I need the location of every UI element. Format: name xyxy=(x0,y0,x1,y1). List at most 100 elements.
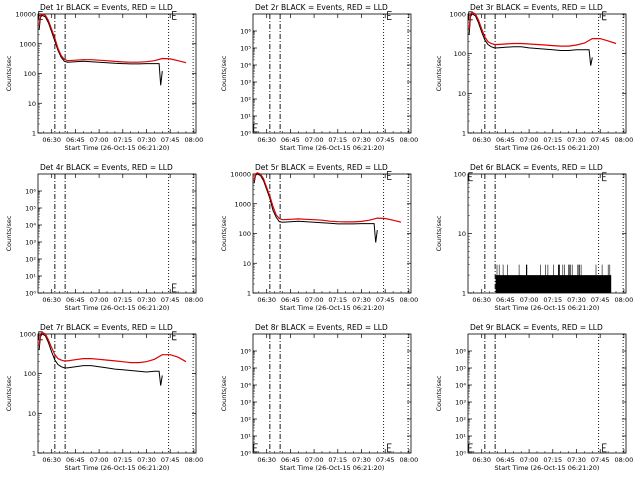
series-events-line xyxy=(253,173,378,243)
attenuator-mark xyxy=(172,283,177,293)
x-tick-label: 08:00 xyxy=(400,456,419,464)
y-tick-label: 10⁴ xyxy=(25,222,36,230)
x-tick-label: 07:30 xyxy=(567,296,586,304)
x-tick-label: 06:45 xyxy=(496,296,515,304)
series-lld-line xyxy=(38,331,187,364)
y-tick-label: 10 xyxy=(243,260,251,268)
y-tick-label: 10² xyxy=(455,416,466,424)
plot-frame xyxy=(37,333,197,454)
x-tick-label: 07:15 xyxy=(328,136,347,144)
panel-det-3: Det 3r BLACK = Events, RED = LLD 06:30 06:… xyxy=(435,3,633,152)
x-axis-label: Start Time (26-Oct-15 06:21:20) xyxy=(495,144,600,152)
attenuator-mark xyxy=(387,11,392,21)
y-tick-label: 10000 xyxy=(15,11,36,19)
y-tick-label: 10¹ xyxy=(25,273,36,281)
x-axis-label: Start Time (26-Oct-15 06:21:20) xyxy=(65,144,170,152)
x-tick-label: 06:30 xyxy=(42,136,61,144)
x-tick-label: 08:00 xyxy=(615,136,634,144)
x-tick-label: 06:45 xyxy=(281,296,300,304)
x-axis-label: Start Time (26-Oct-15 06:21:20) xyxy=(495,304,600,312)
y-axis-label: Counts/sec xyxy=(220,375,228,411)
y-tick-label: 10 xyxy=(458,90,466,98)
panel-det-9: Det 9r BLACK = Events, RED = LLD 06:30 06:… xyxy=(435,323,633,472)
panel-det-8: Det 8r BLACK = Events, RED = LLD 06:30 06:… xyxy=(220,323,418,472)
y-tick-label: 10² xyxy=(240,96,251,104)
plot-frame xyxy=(252,333,412,454)
plot-frame xyxy=(37,13,197,134)
x-axis-label: Start Time (26-Oct-15 06:21:20) xyxy=(280,464,385,472)
y-tick-label: 10 xyxy=(28,410,36,418)
attenuator-mark-left xyxy=(468,172,473,182)
y-tick-label: 10⁰ xyxy=(240,130,251,138)
panel-det-5: Det 5r BLACK = Events, RED = LLD 06:30 06:… xyxy=(220,163,418,312)
x-axis-label: Start Time (26-Oct-15 06:21:20) xyxy=(495,464,600,472)
attenuator-mark xyxy=(172,10,177,20)
x-tick-label: 07:00 xyxy=(305,136,324,144)
attenuator-mark-left xyxy=(253,443,258,453)
panel-title: Det 7r BLACK = Events, RED = LLD xyxy=(40,323,173,332)
series-events-line xyxy=(38,14,163,86)
x-tick-label: 07:15 xyxy=(328,456,347,464)
y-tick-label: 10⁶ xyxy=(240,28,251,36)
x-tick-label: 06:45 xyxy=(66,456,85,464)
attenuator-mark xyxy=(387,443,392,453)
y-tick-label: 10⁰ xyxy=(240,450,251,458)
x-tick-label: 07:15 xyxy=(328,296,347,304)
y-axis-label: Counts/sec xyxy=(5,55,13,91)
y-tick-label: 10⁵ xyxy=(240,45,251,53)
x-tick-label: 06:45 xyxy=(496,136,515,144)
x-tick-label: 07:00 xyxy=(90,456,109,464)
y-tick-label: 100 xyxy=(24,370,36,378)
y-tick-label: 1000 xyxy=(234,200,251,208)
x-tick-label: 07:45 xyxy=(376,136,395,144)
panel-title: Det 4r BLACK = Events, RED = LLD xyxy=(40,163,173,172)
y-tick-label: 10⁴ xyxy=(455,382,466,390)
y-tick-label: 10 xyxy=(458,230,466,238)
x-tick-label: 08:00 xyxy=(400,296,419,304)
x-tick-label: 07:00 xyxy=(520,136,539,144)
panel-title: Det 8r BLACK = Events, RED = LLD xyxy=(255,323,388,332)
y-tick-label: 10² xyxy=(25,256,36,264)
x-tick-label: 06:45 xyxy=(496,456,515,464)
x-tick-label: 07:15 xyxy=(543,456,562,464)
plot-frame xyxy=(37,173,197,294)
y-tick-label: 10¹ xyxy=(240,113,251,121)
x-tick-label: 07:15 xyxy=(543,296,562,304)
x-tick-label: 07:00 xyxy=(90,136,109,144)
y-tick-label: 10⁵ xyxy=(455,365,466,373)
x-tick-label: 08:00 xyxy=(400,136,419,144)
panel-det-1: Det 1r BLACK = Events, RED = LLD 06:30 06:… xyxy=(5,3,203,152)
y-tick-label: 10² xyxy=(240,416,251,424)
x-tick-label: 07:15 xyxy=(113,456,132,464)
y-tick-label: 10 xyxy=(28,100,36,108)
plot-frame xyxy=(467,13,627,134)
x-tick-label: 07:45 xyxy=(161,136,180,144)
attenuator-mark-left xyxy=(468,443,473,453)
x-tick-label: 07:15 xyxy=(113,296,132,304)
x-tick-label: 06:45 xyxy=(66,136,85,144)
y-tick-label: 1000 xyxy=(19,40,36,48)
y-tick-label: 10⁰ xyxy=(455,450,466,458)
x-axis-label: Start Time (26-Oct-15 06:21:20) xyxy=(65,304,170,312)
attenuator-mark xyxy=(172,331,177,341)
x-tick-label: 07:00 xyxy=(305,456,324,464)
panel-det-4: Det 4r BLACK = Events, RED = LLD 06:30 06:… xyxy=(5,163,203,312)
series-lld-line xyxy=(38,13,187,64)
attenuator-mark xyxy=(602,443,607,453)
series-lld-line xyxy=(468,11,617,47)
panel-det-7: Det 7r BLACK = Events, RED = LLD 06:30 06:… xyxy=(5,323,203,472)
panel-title: Det 1r BLACK = Events, RED = LLD xyxy=(40,3,173,12)
x-tick-label: 06:30 xyxy=(42,296,61,304)
y-tick-label: 10³ xyxy=(455,399,466,407)
x-tick-label: 07:45 xyxy=(161,456,180,464)
x-tick-label: 07:30 xyxy=(352,456,371,464)
panel-title: Det 2r BLACK = Events, RED = LLD xyxy=(255,3,388,12)
x-tick-label: 07:45 xyxy=(376,456,395,464)
y-tick-label: 1000 xyxy=(449,11,466,19)
y-axis-label: Counts/sec xyxy=(435,55,443,91)
x-axis-label: Start Time (26-Oct-15 06:21:20) xyxy=(280,144,385,152)
panel-det-2: Det 2r BLACK = Events, RED = LLD 06:30 06:… xyxy=(220,3,418,152)
x-tick-label: 06:45 xyxy=(281,136,300,144)
x-tick-label: 08:00 xyxy=(185,136,204,144)
